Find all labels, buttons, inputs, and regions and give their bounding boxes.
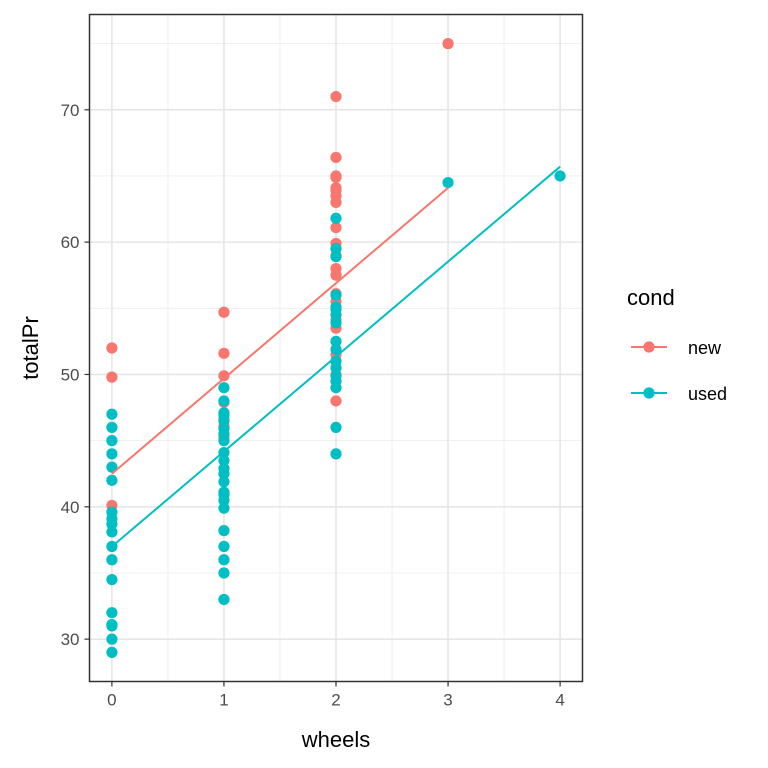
x-tick-label: 1 <box>219 691 228 710</box>
point-used <box>106 474 118 486</box>
point-new <box>330 196 342 209</box>
point-used <box>330 289 342 301</box>
point-used <box>218 567 230 579</box>
point-used <box>106 408 118 420</box>
point-used <box>106 554 118 566</box>
legend-key-dot-used <box>643 387 655 399</box>
legend-label-new: new <box>688 338 722 358</box>
point-used <box>106 421 118 434</box>
point-used <box>106 633 118 645</box>
point-used <box>330 382 342 394</box>
point-new <box>106 371 118 383</box>
point-used <box>330 421 342 434</box>
point-used <box>330 251 342 263</box>
point-used <box>330 343 342 355</box>
point-used <box>106 526 118 538</box>
y-tick-label: 60 <box>61 233 80 252</box>
point-used <box>218 415 230 427</box>
point-used <box>218 468 230 480</box>
point-used <box>330 335 342 347</box>
point-used <box>218 554 230 566</box>
point-used <box>218 502 230 514</box>
point-used <box>218 454 230 467</box>
axis-ticks: 0 1 2 3 4 30 40 50 60 70 <box>61 101 565 710</box>
legend-items: new used <box>631 338 727 404</box>
legend: cond new used <box>627 285 727 404</box>
point-used <box>218 382 230 394</box>
x-tick-label: 2 <box>331 691 340 710</box>
x-axis-title: wheels <box>301 727 370 752</box>
y-tick-label: 30 <box>61 630 80 649</box>
fit-lines <box>111 165 561 548</box>
point-used <box>218 540 230 553</box>
point-used <box>330 212 342 224</box>
y-tick-label: 70 <box>61 101 80 120</box>
legend-title: cond <box>627 285 675 310</box>
point-used <box>218 476 230 488</box>
y-tick-label: 40 <box>61 498 80 517</box>
point-used <box>106 461 118 473</box>
point-new <box>330 269 342 281</box>
point-used <box>330 243 342 255</box>
point-used <box>106 607 118 619</box>
point-used <box>442 176 454 189</box>
legend-key-dot-new <box>643 341 655 353</box>
point-used <box>106 448 118 460</box>
y-axis-title: totalPr <box>18 316 43 380</box>
point-used <box>218 525 230 537</box>
point-used <box>330 362 342 374</box>
point-new <box>106 342 118 354</box>
fit-line-used <box>111 165 561 548</box>
point-new <box>330 151 342 164</box>
point-used <box>330 309 342 321</box>
point-new <box>218 370 230 382</box>
point-used <box>106 435 118 447</box>
point-new <box>330 90 342 103</box>
point-used <box>218 395 230 407</box>
point-used <box>106 573 118 586</box>
point-used <box>106 518 118 530</box>
point-used <box>218 435 230 447</box>
point-new <box>330 395 342 407</box>
x-tick-label: 0 <box>107 691 116 710</box>
point-new <box>218 306 230 318</box>
point-new <box>218 347 230 359</box>
data-points <box>106 38 566 658</box>
fit-line-new <box>111 187 449 475</box>
y-tick-label: 50 <box>61 365 80 384</box>
point-used <box>330 448 342 460</box>
point-used <box>106 620 118 632</box>
point-used <box>106 646 118 658</box>
point-new <box>442 38 454 50</box>
point-used <box>218 593 230 606</box>
point-used <box>218 494 230 506</box>
point-used <box>554 170 566 182</box>
point-new <box>330 221 342 234</box>
x-tick-label: 3 <box>443 691 452 710</box>
legend-label-used: used <box>688 384 727 404</box>
x-tick-label: 4 <box>555 691 564 710</box>
point-used <box>330 317 342 329</box>
point-new <box>330 171 342 183</box>
